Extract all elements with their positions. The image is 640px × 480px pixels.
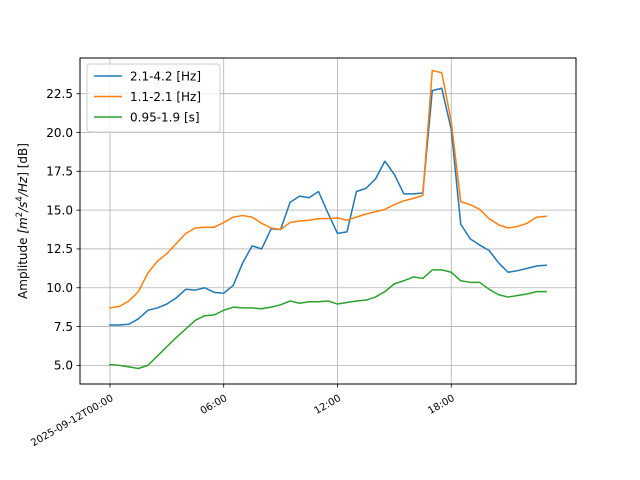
- legend-box: [86, 63, 221, 133]
- y-axis-label-superscript: 2: [15, 212, 25, 217]
- y-axis-label-part: /s: [16, 202, 30, 213]
- legend: 2.1-4.2 [Hz] 1.1-2.1 [Hz] 0.95-1.9 [s]: [86, 63, 221, 133]
- y-axis-label: Amplitude [m2/s4/Hz] [dB]: [15, 143, 30, 299]
- series-line-1: [109, 87, 547, 326]
- y-axis-label-superscript: 4: [15, 196, 25, 201]
- legend-label: 2.1-4.2 [Hz]: [130, 70, 201, 84]
- series-line-3: [109, 269, 547, 370]
- y-axis: 5.0 7.5 10.0 12.5 15.0 17.5 20.0 22.5: [46, 87, 80, 373]
- y-axis-label-part: /Hz: [16, 176, 30, 197]
- y-tick-label: 5.0: [54, 359, 73, 373]
- series-line-2: [109, 69, 547, 309]
- plot-area-frame: [79, 57, 577, 385]
- y-tick-label: 15.0: [46, 203, 73, 217]
- y-tick-label: 22.5: [46, 87, 73, 101]
- y-axis-label-prefix: Amplitude: [16, 234, 30, 299]
- y-axis-label-part: [m: [16, 217, 30, 233]
- y-tick-label: 12.5: [46, 242, 73, 256]
- y-tick-label: 20.0: [46, 126, 73, 140]
- series-lines: [109, 69, 547, 370]
- y-tick-label: 17.5: [46, 165, 73, 179]
- y-tick-label: 10.0: [46, 281, 73, 295]
- y-tick-label: 7.5: [54, 320, 73, 334]
- legend-label: 1.1-2.1 [Hz]: [130, 90, 201, 104]
- y-axis-label-part: ] [dB]: [16, 143, 30, 177]
- legend-label: 0.95-1.9 [s]: [130, 111, 200, 125]
- grid: [80, 58, 576, 384]
